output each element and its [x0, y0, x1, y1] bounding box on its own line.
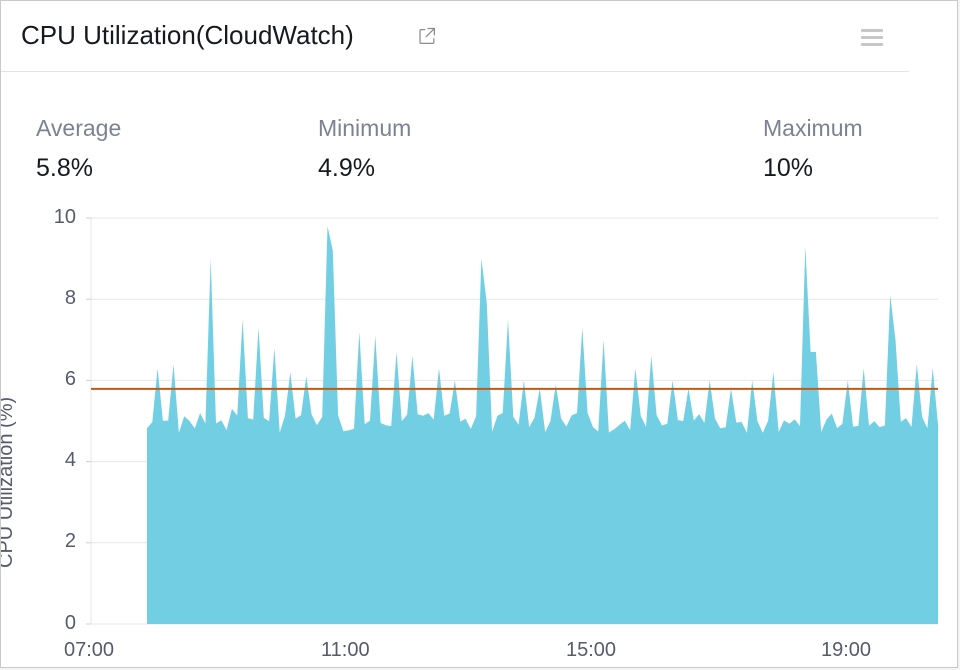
- svg-text:11:00: 11:00: [321, 639, 370, 661]
- svg-text:07:00: 07:00: [64, 639, 114, 661]
- svg-text:19:00: 19:00: [821, 639, 871, 661]
- svg-text:4: 4: [65, 449, 76, 471]
- svg-text:15:00: 15:00: [566, 639, 616, 661]
- svg-text:8: 8: [65, 287, 76, 309]
- svg-text:0: 0: [65, 612, 76, 634]
- svg-text:10: 10: [54, 206, 76, 228]
- svg-text:2: 2: [65, 530, 76, 552]
- svg-text:6: 6: [65, 368, 76, 390]
